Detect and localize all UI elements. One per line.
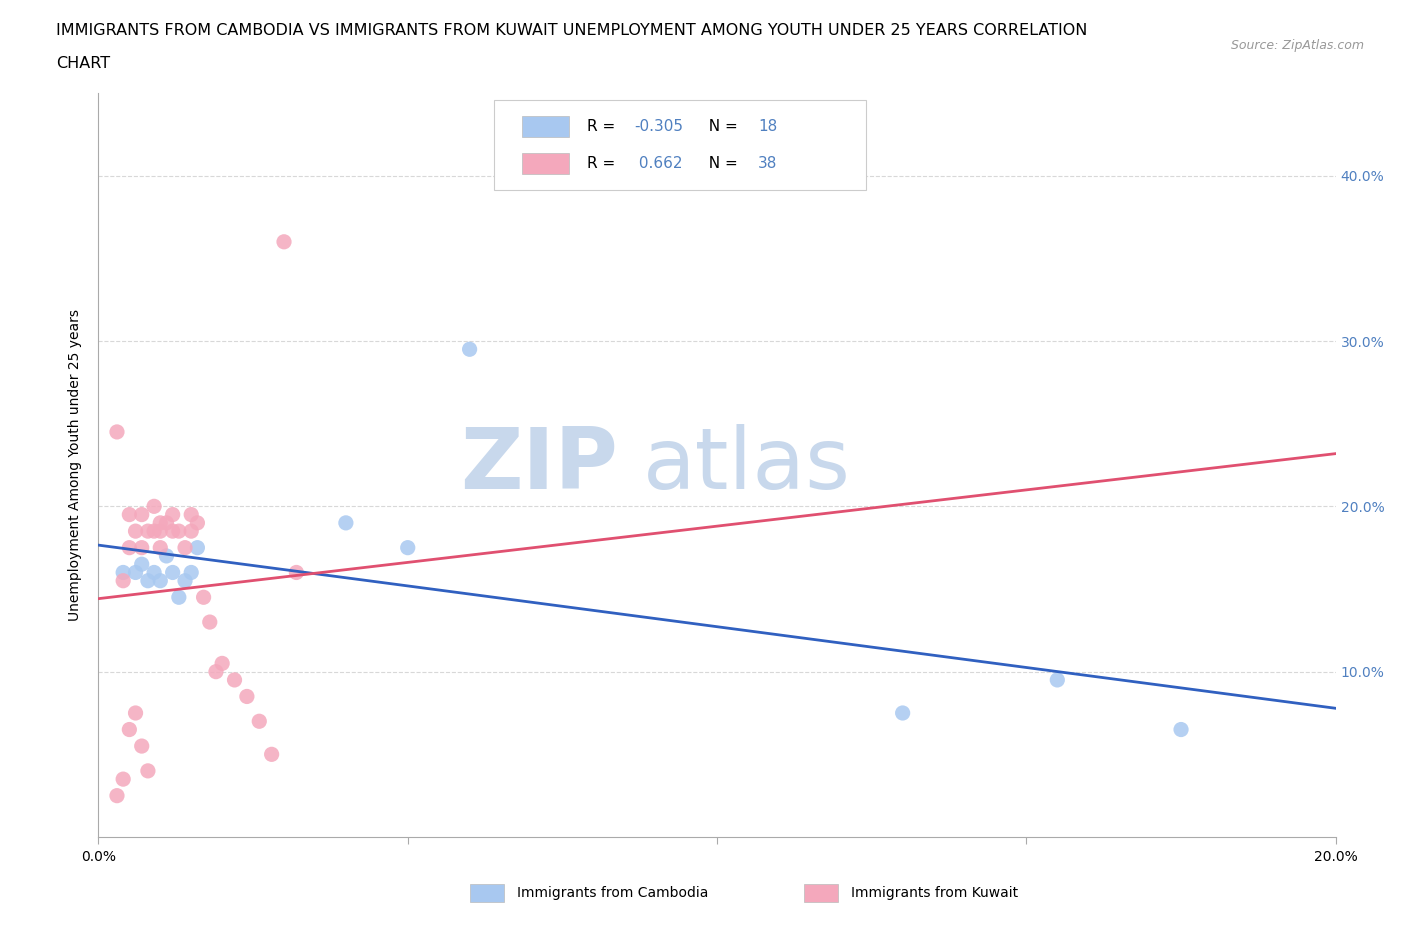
Point — [131, 540, 153, 555]
Point — [136, 524, 159, 538]
Text: N =: N = — [699, 156, 742, 171]
Point — [162, 507, 184, 522]
Point — [143, 498, 166, 513]
Text: atlas: atlas — [643, 423, 851, 507]
Text: 38: 38 — [758, 156, 778, 171]
Point — [236, 689, 259, 704]
Point — [273, 234, 295, 249]
Point — [260, 747, 283, 762]
Point — [131, 738, 153, 753]
Point — [112, 772, 135, 787]
Point — [891, 706, 914, 721]
Point — [155, 549, 177, 564]
Point — [131, 507, 153, 522]
Point — [118, 540, 141, 555]
Point — [112, 573, 135, 588]
Point — [143, 565, 166, 580]
Point — [458, 342, 481, 357]
Text: IMMIGRANTS FROM CAMBODIA VS IMMIGRANTS FROM KUWAIT UNEMPLOYMENT AMONG YOUTH UNDE: IMMIGRANTS FROM CAMBODIA VS IMMIGRANTS F… — [56, 23, 1088, 38]
Point — [105, 789, 128, 804]
Point — [205, 664, 228, 679]
Point — [247, 714, 270, 729]
Point — [167, 590, 190, 604]
Point — [118, 507, 141, 522]
Point — [335, 515, 357, 530]
Point — [162, 565, 184, 580]
Point — [155, 515, 177, 530]
Point — [124, 565, 146, 580]
Point — [1046, 672, 1069, 687]
Bar — [804, 884, 838, 902]
Point — [131, 557, 153, 572]
Text: Immigrants from Kuwait: Immigrants from Kuwait — [851, 885, 1018, 900]
Text: -0.305: -0.305 — [634, 119, 683, 134]
Point — [112, 565, 135, 580]
Point — [136, 573, 159, 588]
Text: R =: R = — [588, 119, 620, 134]
Text: R =: R = — [588, 156, 620, 171]
Point — [1170, 722, 1192, 737]
Point — [124, 524, 146, 538]
Point — [211, 656, 233, 671]
Point — [124, 706, 146, 721]
Point — [149, 573, 172, 588]
Point — [167, 524, 190, 538]
Text: CHART: CHART — [56, 56, 110, 71]
Point — [162, 524, 184, 538]
Point — [180, 507, 202, 522]
FancyBboxPatch shape — [495, 100, 866, 190]
Point — [174, 540, 197, 555]
Point — [396, 540, 419, 555]
Text: 18: 18 — [758, 119, 778, 134]
Point — [149, 540, 172, 555]
Point — [143, 524, 166, 538]
Bar — [522, 153, 568, 174]
Point — [224, 672, 246, 687]
Point — [149, 515, 172, 530]
Bar — [470, 884, 505, 902]
Point — [136, 764, 159, 778]
Point — [174, 573, 197, 588]
Point — [186, 540, 208, 555]
Text: 0.662: 0.662 — [634, 156, 683, 171]
Text: N =: N = — [699, 119, 742, 134]
Text: ZIP: ZIP — [460, 423, 619, 507]
Text: Source: ZipAtlas.com: Source: ZipAtlas.com — [1230, 39, 1364, 52]
Point — [285, 565, 308, 580]
Point — [193, 590, 215, 604]
Point — [198, 615, 221, 630]
Point — [105, 424, 128, 439]
Point — [180, 524, 202, 538]
Bar — [522, 116, 568, 137]
Y-axis label: Unemployment Among Youth under 25 years: Unemployment Among Youth under 25 years — [69, 309, 83, 621]
Point — [186, 515, 208, 530]
Point — [149, 524, 172, 538]
Text: Immigrants from Cambodia: Immigrants from Cambodia — [516, 885, 709, 900]
Point — [180, 565, 202, 580]
Point — [118, 722, 141, 737]
